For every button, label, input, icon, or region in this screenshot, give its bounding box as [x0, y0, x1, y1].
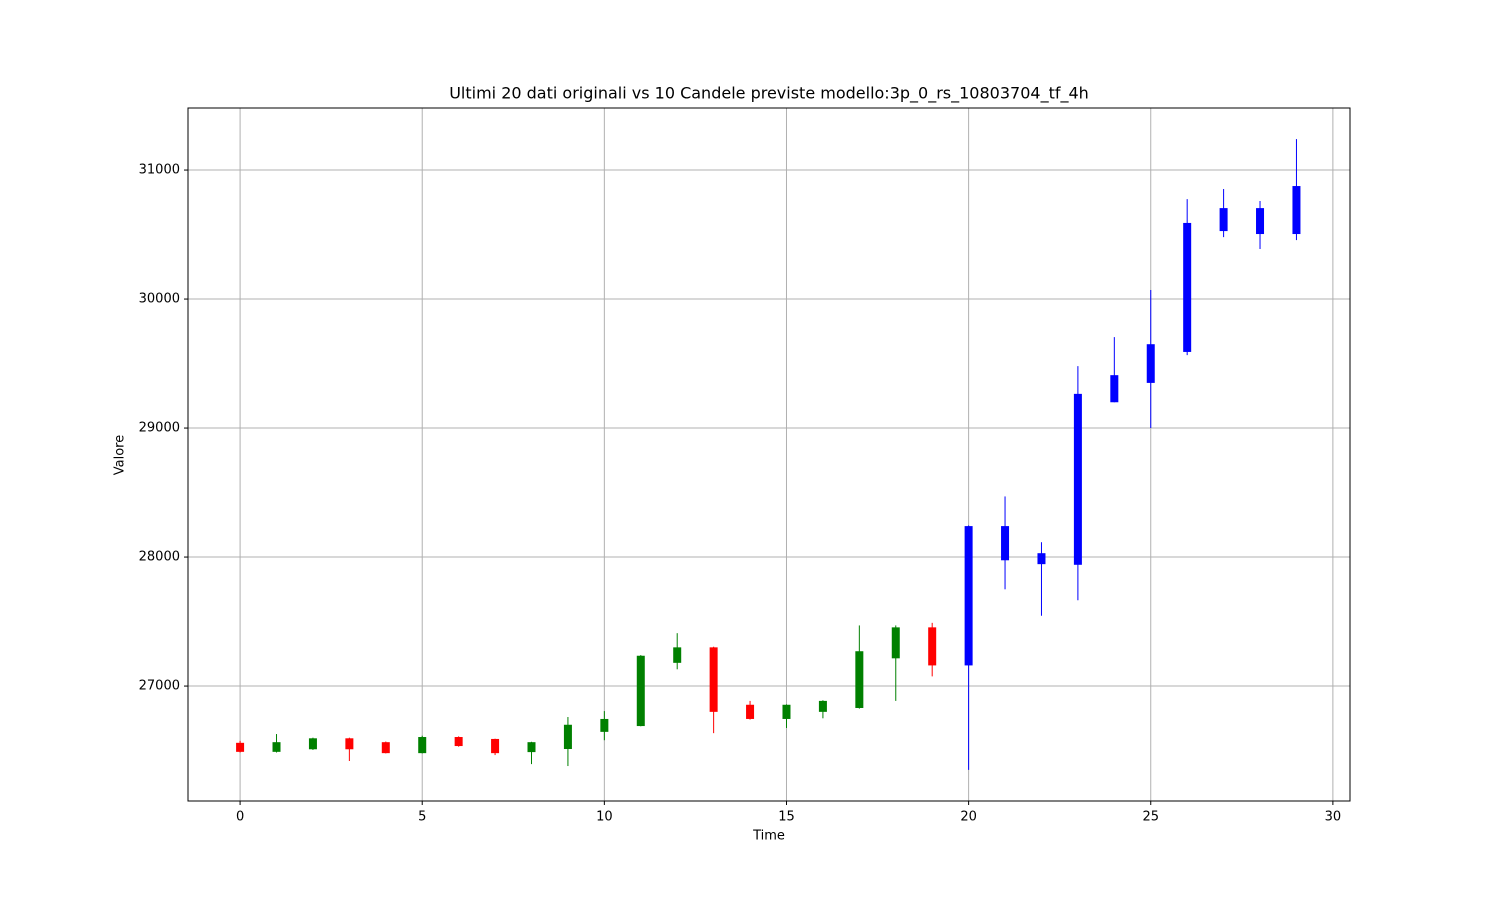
candle-body [1146, 344, 1155, 383]
candle-body [236, 742, 245, 752]
x-tick-label: 20 [960, 810, 977, 825]
candle-body [381, 742, 390, 754]
plot-frame [187, 107, 1351, 802]
candle-body [600, 718, 609, 732]
candle-body [308, 738, 317, 750]
candle-body [818, 700, 827, 712]
x-tick-label: 25 [1142, 810, 1159, 825]
candle-body [709, 647, 718, 712]
candle-body [673, 647, 682, 663]
candle-body [1037, 553, 1046, 565]
candle-body [345, 738, 354, 750]
candle-body [1110, 375, 1119, 403]
candle-body [1219, 208, 1228, 232]
candle-body [272, 742, 281, 752]
x-tick-label: 10 [596, 810, 613, 825]
candle-body [454, 737, 463, 747]
candle-body [746, 704, 755, 719]
candle-body [1292, 186, 1301, 235]
candle-body [1183, 222, 1192, 352]
chart-title: Ultimi 20 dati originali vs 10 Candele p… [449, 84, 1089, 104]
x-axis-label: Time [752, 829, 785, 844]
candle-body [891, 627, 900, 659]
y-tick-label: 31000 [139, 163, 180, 178]
candle-body [855, 651, 864, 708]
x-tick-label: 30 [1325, 810, 1342, 825]
candle-body [636, 655, 645, 727]
x-tick-label: 15 [778, 810, 795, 825]
candle-body [418, 737, 427, 754]
candle-body [1073, 393, 1082, 565]
candle-body [782, 704, 791, 719]
candle-body [563, 724, 572, 750]
y-axis-label: Valore [113, 435, 128, 475]
x-tick-label: 5 [418, 810, 426, 825]
candle-body [491, 738, 500, 754]
y-tick-label: 29000 [139, 421, 180, 436]
candle-body [1256, 208, 1265, 235]
candle-body [964, 526, 973, 666]
y-tick-label: 27000 [139, 679, 180, 694]
candle-body [928, 627, 937, 666]
x-tick-label: 0 [236, 810, 244, 825]
y-tick-label: 30000 [139, 292, 180, 307]
y-tick-label: 28000 [139, 550, 180, 565]
candle-body [527, 742, 536, 753]
candle-body [1001, 526, 1010, 561]
